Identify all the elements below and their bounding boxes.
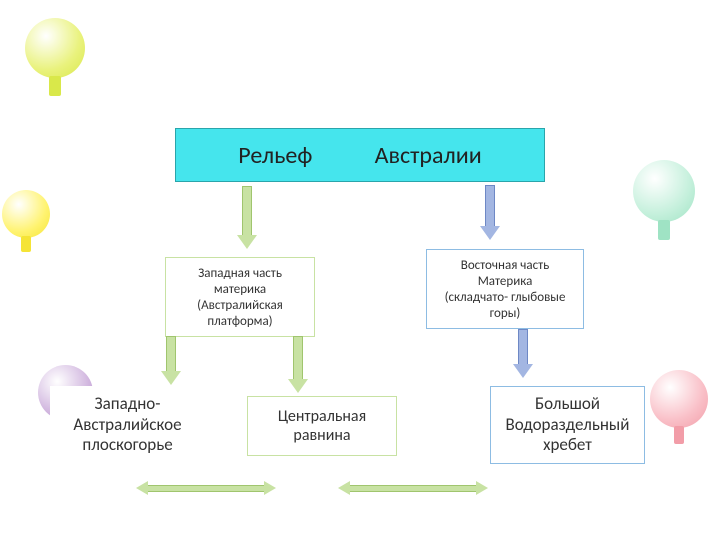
node-range-line2: Водораздельный [491,415,644,435]
arrow-west-to-b2 [288,336,308,393]
node-range-line1: Большой [491,394,644,414]
balloon-decoration [650,370,708,428]
node-range-line3: хребет [491,435,644,455]
node-west-line1: Западная часть [166,266,314,281]
node-plain: Центральная равнина [247,396,397,456]
arrow-b1-b2 [136,482,276,494]
node-west-line3: (Австралийская [166,298,314,313]
node-west-line2: материка [166,282,314,297]
node-plateau: Западно- Австралийское плоскогорье [50,386,205,464]
title-left: Рельеф [238,141,312,170]
balloon-decoration [633,160,695,222]
node-west-line4: платформа) [166,314,314,329]
arrow-east-to-b3 [513,329,533,378]
node-plateau-line3: плоскогорье [50,435,205,455]
node-east-line1: Восточная часть [427,258,583,273]
node-west: Западная часть материка (Австралийская п… [165,257,315,337]
node-plain-line2: равнина [248,426,396,445]
node-plain-line1: Центральная [248,407,396,426]
arrow-title-to-west [237,186,257,249]
arrow-west-to-b1 [161,336,181,385]
title-right: Австралии [375,141,482,170]
balloon-decoration [2,190,50,238]
balloon-decoration [25,18,85,78]
node-east-line2: Материка [427,274,583,289]
node-plateau-line2: Австралийское [50,415,205,435]
arrow-title-to-east [480,185,500,240]
arrow-b2-b3 [338,482,488,494]
node-range: Большой Водораздельный хребет [490,386,645,464]
node-east: Восточная часть Материка (складчато- глы… [426,249,584,329]
node-east-line3: (складчато- глыбовые [427,290,583,305]
node-east-line4: горы) [427,306,583,321]
node-plateau-line1: Западно- [50,394,205,414]
title-box: Рельеф Австралии [175,128,545,182]
